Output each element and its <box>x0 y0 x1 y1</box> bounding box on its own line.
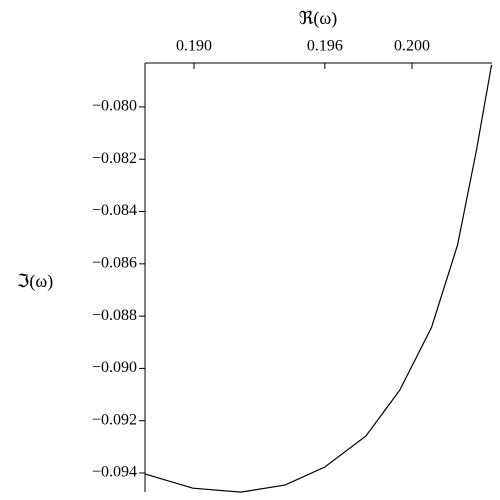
x-axis-label: ℜ(ω) <box>299 8 338 29</box>
y-tick-label: −0.086 <box>92 254 137 271</box>
y-tick-label: −0.094 <box>92 464 137 481</box>
y-tick-label: −0.082 <box>92 150 137 167</box>
y-tick-label: −0.092 <box>92 411 137 428</box>
data-line <box>145 64 493 493</box>
x-tick-label: 0.196 <box>307 38 343 55</box>
y-tick-label: −0.080 <box>92 98 137 115</box>
x-tick-label: 0.200 <box>394 38 430 55</box>
y-tick-label: −0.088 <box>92 307 137 324</box>
y-tick-label: −0.090 <box>92 359 137 376</box>
y-axis-label: ℑ(ω) <box>17 271 53 292</box>
y-tick-label: −0.084 <box>92 202 137 219</box>
x-tick-label: 0.190 <box>176 38 212 55</box>
